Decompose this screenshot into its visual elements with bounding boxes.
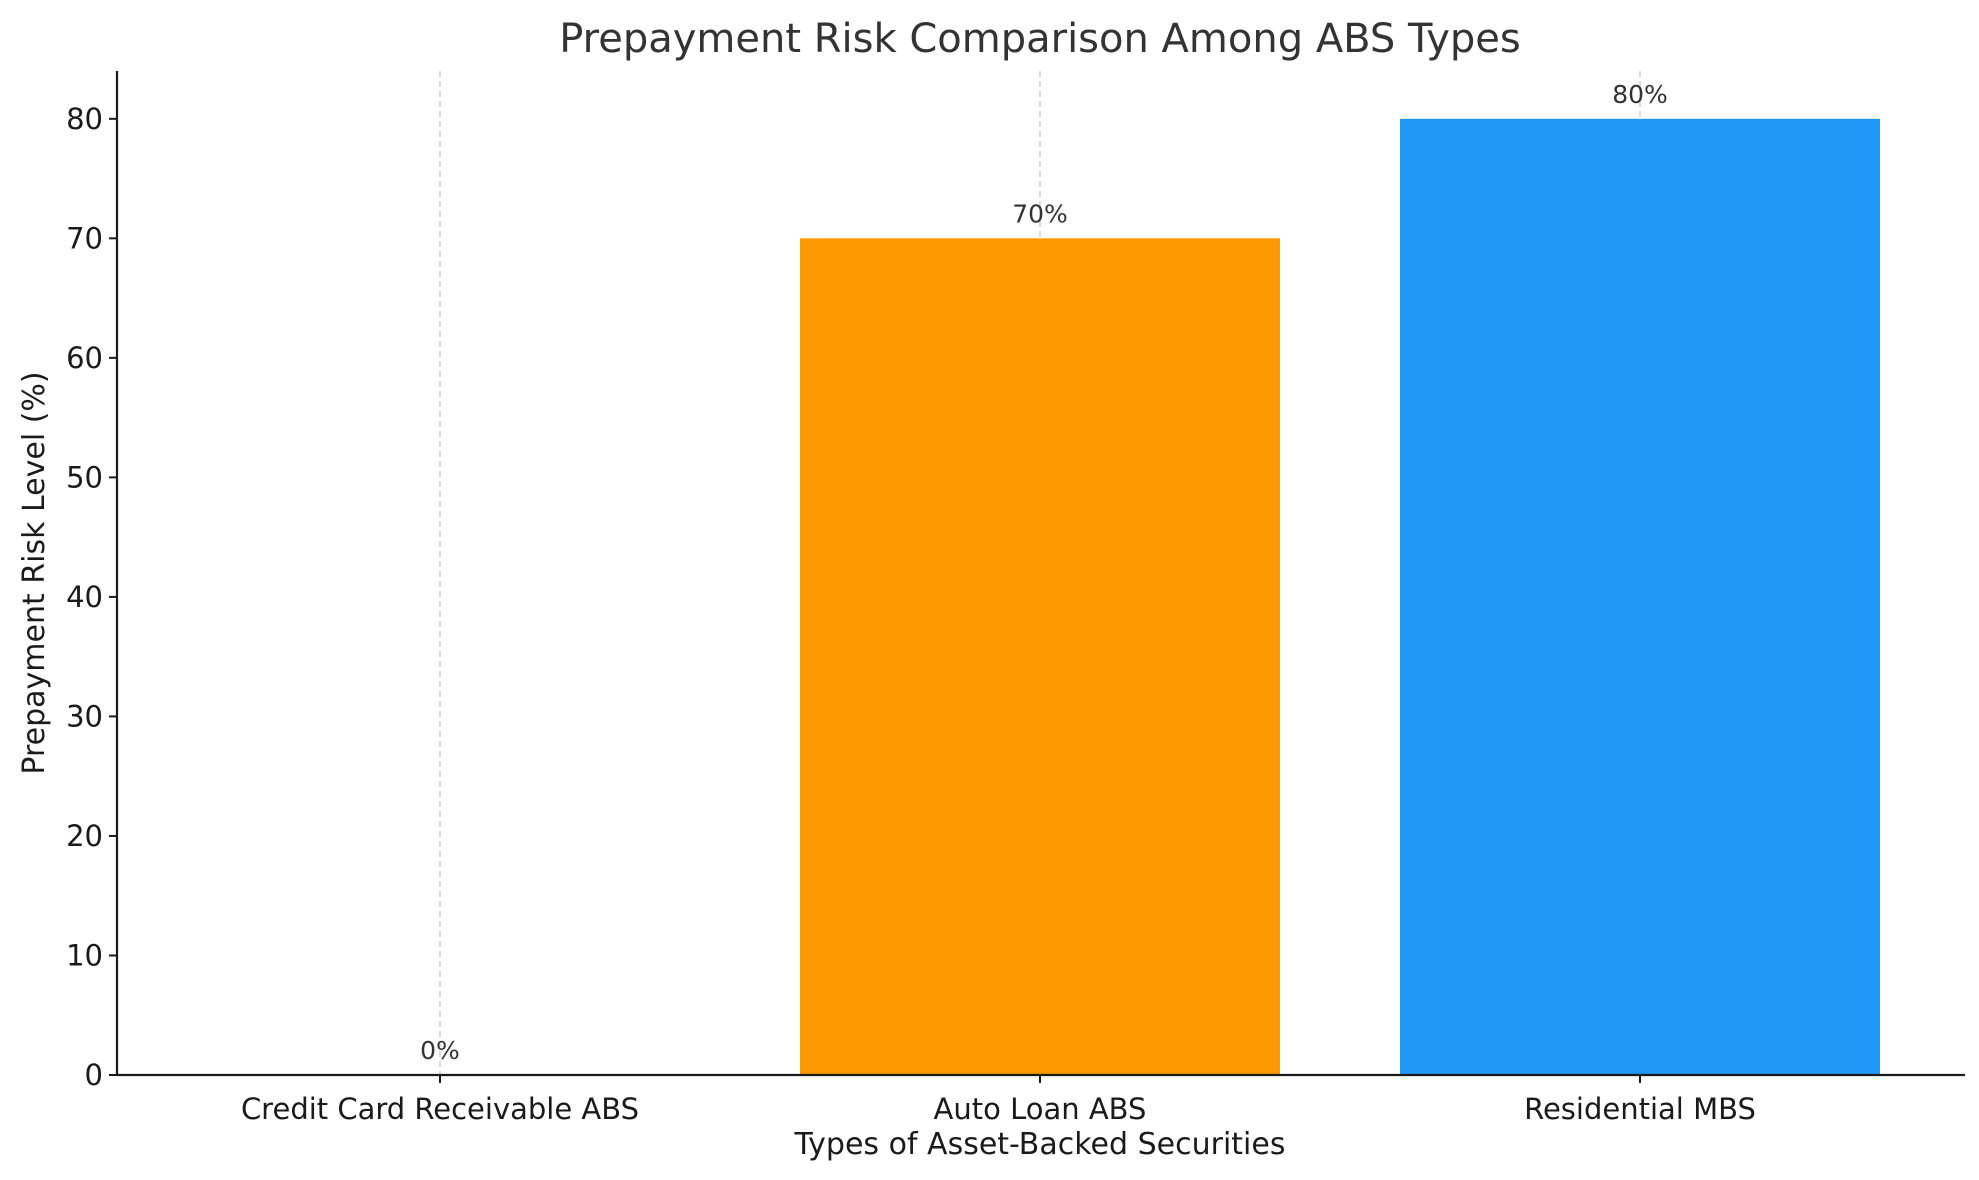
y-tick-label: 60 <box>66 341 103 375</box>
y-tick-label: 0 <box>85 1058 103 1092</box>
bars <box>800 118 1880 1076</box>
y-tick-label: 50 <box>66 460 103 494</box>
y-axis-ticks: 0 10 20 30 40 50 60 70 80 <box>66 102 117 1092</box>
bar <box>1400 118 1880 1076</box>
y-tick-label: 70 <box>66 221 103 255</box>
data-labels: 0% 70% 80% <box>420 80 1668 1065</box>
data-label: 0% <box>420 1036 460 1065</box>
x-axis-ticks: Credit Card Receivable ABS Auto Loan ABS R… <box>241 1075 1756 1126</box>
y-tick-label: 40 <box>66 580 103 614</box>
y-axis-label: Prepayment Risk Level (%) <box>17 371 52 774</box>
y-tick-label: 20 <box>66 819 103 853</box>
y-tick-label: 10 <box>66 938 103 972</box>
data-label: 70% <box>1012 199 1068 228</box>
x-axis-label: Types of Asset-Backed Securities <box>794 1127 1286 1162</box>
x-tick-label: Credit Card Receivable ABS <box>241 1092 639 1126</box>
y-tick-label: 30 <box>66 699 103 733</box>
bar <box>800 238 1280 1076</box>
data-label: 80% <box>1612 80 1668 109</box>
y-tick-label: 80 <box>66 102 103 136</box>
x-tick-label: Residential MBS <box>1524 1092 1756 1126</box>
x-tick-label: Auto Loan ABS <box>934 1092 1147 1126</box>
chart-title: Prepayment Risk Comparison Among ABS Typ… <box>559 16 1521 62</box>
